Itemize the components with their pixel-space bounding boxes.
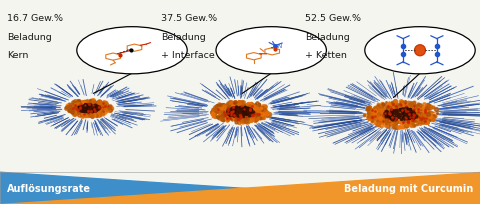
Text: N: N — [277, 44, 281, 49]
Text: Beladung mit Curcumin: Beladung mit Curcumin — [344, 183, 473, 193]
Polygon shape — [211, 102, 269, 122]
Text: + Interface: + Interface — [161, 51, 215, 60]
Text: 52.5 Gew.%: 52.5 Gew.% — [305, 14, 361, 23]
Text: Beladung: Beladung — [7, 33, 52, 42]
Text: 37.5 Gew.%: 37.5 Gew.% — [161, 14, 217, 23]
Ellipse shape — [415, 45, 425, 57]
Text: Auflösungsrate: Auflösungsrate — [7, 183, 91, 193]
Text: 16.7 Gew.%: 16.7 Gew.% — [7, 14, 63, 23]
Bar — [0, 172, 480, 204]
Polygon shape — [66, 101, 111, 116]
Polygon shape — [0, 172, 480, 204]
Text: + Ketten: + Ketten — [305, 51, 347, 60]
Text: Beladung: Beladung — [161, 33, 205, 42]
Text: Beladung: Beladung — [305, 33, 349, 42]
Polygon shape — [0, 172, 480, 204]
Text: Kern: Kern — [7, 51, 29, 60]
Circle shape — [365, 28, 475, 74]
Circle shape — [77, 28, 187, 74]
Polygon shape — [367, 101, 437, 127]
Circle shape — [216, 28, 326, 74]
